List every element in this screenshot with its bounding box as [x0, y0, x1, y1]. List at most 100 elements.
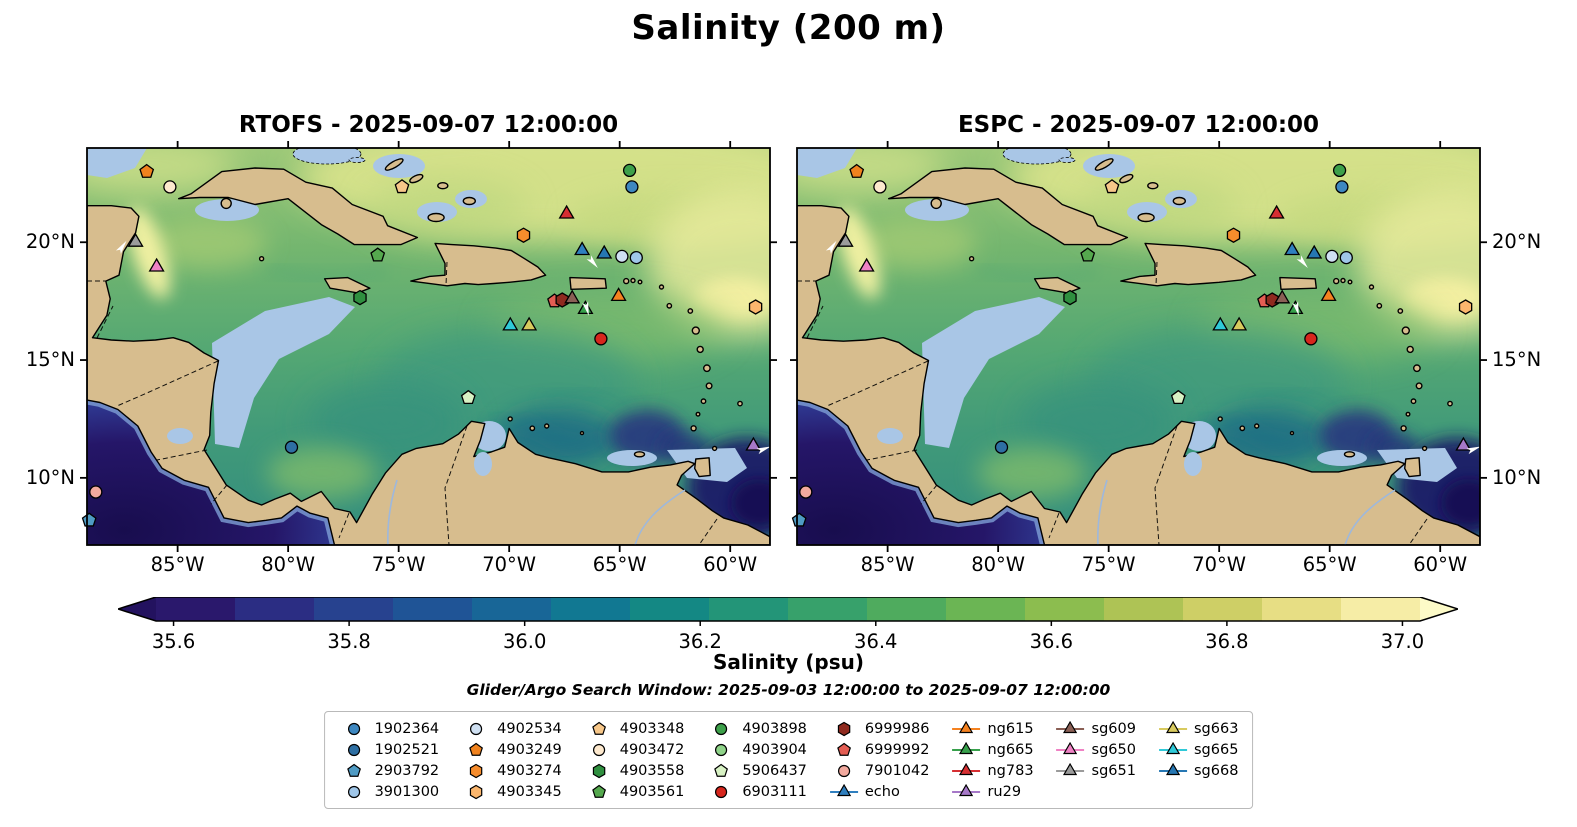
map-marker-5906437	[460, 389, 476, 405]
colorbar-bar	[115, 596, 1461, 626]
legend-label: sg650	[1091, 741, 1136, 758]
triangle-marker-icon	[1056, 762, 1085, 775]
legend-item-4903898: 4903898	[706, 719, 807, 738]
legend-item-sg609: sg609	[1056, 719, 1136, 738]
legend-item-4903561: 4903561	[584, 782, 684, 801]
map-marker-2903792	[791, 512, 807, 527]
legend-label: 6999986	[864, 720, 930, 737]
glider-direction-arrow	[586, 255, 598, 268]
search-window-subtitle: Glider/Argo Search Window: 2025-09-03 12…	[466, 681, 1111, 699]
map-marker-4903561	[370, 247, 386, 262]
legend-label: 6903111	[742, 783, 807, 800]
map-marker-5906437	[1170, 389, 1186, 405]
legend-label: 4902534	[497, 720, 562, 737]
map-marker-echo	[1284, 241, 1301, 256]
pentagon-marker-icon	[591, 721, 606, 735]
legend-item-4903472: 4903472	[584, 740, 684, 759]
map-marker-4903558	[1063, 289, 1077, 306]
legend-item-sg668: sg668	[1158, 761, 1238, 780]
map-marker-ru29	[745, 436, 762, 451]
map-marker-4903898	[622, 163, 637, 178]
pentagon-marker-icon	[591, 784, 606, 798]
map-marker-ng783	[1268, 204, 1285, 219]
x-tick-label: 75°W	[371, 553, 426, 576]
legend-label: ru29	[987, 783, 1022, 800]
panel-title-espc: ESPC - 2025-09-07 12:00:00	[957, 112, 1320, 138]
map-marker-ru29	[1455, 436, 1472, 451]
legend-item-sg663: sg663	[1158, 719, 1238, 738]
legend: 1902364 1902521 2903792 3901300 4902534 49032…	[323, 711, 1254, 809]
map-marker-6903111	[1304, 332, 1318, 346]
triangle-marker-icon	[1056, 741, 1085, 754]
legend-label: 4903898	[742, 720, 807, 737]
legend-label: ng615	[987, 720, 1034, 737]
glider-direction-arrow	[756, 446, 771, 455]
legend-label: 4903274	[497, 762, 562, 779]
map-marker-sg663	[1231, 316, 1248, 331]
legend-item-6903111: 6903111	[706, 782, 807, 801]
map-marker-sg668	[596, 244, 613, 259]
legend-item-6999992: 6999992	[829, 740, 930, 759]
circle-marker-icon	[715, 743, 728, 756]
legend-item-ru29: ru29	[951, 782, 1033, 801]
x-tick-label: 60°W	[1413, 553, 1468, 576]
circle-marker-icon	[470, 722, 483, 735]
triangle-marker-icon	[952, 762, 981, 775]
legend-label: echo	[864, 783, 900, 800]
legend-item-6999986: 6999986	[829, 719, 930, 738]
hexagon-marker-icon	[469, 763, 483, 778]
pentagon-marker-icon	[837, 742, 851, 756]
legend-item-ng615: ng615	[951, 719, 1034, 738]
colorbar-tick-label: 37.0	[1380, 630, 1425, 653]
map-marker-sg609	[1274, 289, 1291, 304]
map-marker-4902534	[1325, 249, 1339, 264]
map-panel-espc: 85°W 80°W 75°W 70°W 65°W 60°W 20°N 15°N 10°N	[797, 148, 1480, 576]
legend-item-4903345: 4903345	[461, 782, 562, 801]
legend-label: 4903249	[497, 741, 562, 758]
legend-item-3901300: 3901300	[339, 782, 439, 801]
legend-item-7901042: 7901042	[829, 761, 929, 780]
map-marker-4903558	[353, 289, 367, 306]
axis-ticks	[80, 141, 777, 552]
legend-label: 5906437	[742, 762, 807, 779]
map-marker-2903792	[81, 512, 97, 527]
legend-item-1902521: 1902521	[339, 740, 440, 759]
map-marker-echo	[574, 241, 591, 256]
legend-label: sg668	[1193, 762, 1239, 779]
legend-item-4903558: 4903558	[584, 761, 684, 780]
map-markers	[81, 163, 771, 527]
x-tick-label: 60°W	[703, 553, 758, 576]
legend-item-4902534: 4902534	[461, 719, 562, 738]
x-tick-label: 85°W	[860, 553, 915, 576]
legend-item-ng665: ng665	[951, 740, 1034, 759]
hexagon-marker-icon	[592, 763, 605, 778]
map-marker-sg663	[521, 316, 538, 331]
legend-item-1902364: 1902364	[339, 719, 440, 738]
pentagon-marker-icon	[714, 763, 729, 777]
y-tick-label: 20°N	[1492, 230, 1542, 254]
circle-marker-icon	[592, 743, 605, 756]
map-marker-4902534	[615, 249, 629, 264]
y-tick-label: 15°N	[25, 348, 75, 372]
panel-title-rtofs: RTOFS - 2025-09-07 12:00:00	[238, 112, 619, 138]
legend-item-2903792: 2903792	[339, 761, 440, 780]
colorbar	[115, 596, 1461, 631]
legend-label: 6999992	[864, 741, 930, 758]
legend-label: 1902364	[374, 720, 440, 737]
legend-label: 2903792	[374, 762, 440, 779]
map-marker-1902521	[994, 440, 1009, 454]
map-marker-4903274	[516, 227, 531, 243]
x-tick-label: 65°W	[1302, 553, 1357, 576]
legend-label: sg663	[1193, 720, 1239, 737]
x-tick-label: 85°W	[150, 553, 205, 576]
glider-direction-arrow	[1292, 301, 1299, 316]
circle-marker-icon	[347, 743, 360, 756]
legend-label: 1902521	[374, 741, 440, 758]
legend-label: 4903904	[742, 741, 807, 758]
glider-direction-arrow	[115, 240, 127, 254]
legend-item-sg650: sg650	[1056, 740, 1136, 759]
map-marker-1902364	[625, 180, 639, 194]
map-marker-1902521	[284, 440, 299, 454]
legend-label: ng665	[987, 741, 1034, 758]
